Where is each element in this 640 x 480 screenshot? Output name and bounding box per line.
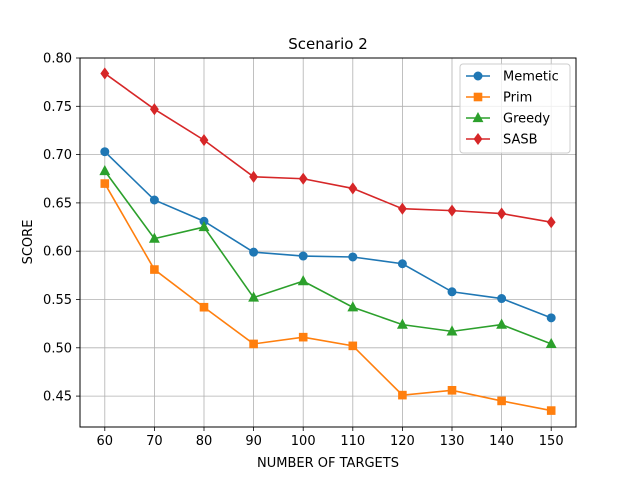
series-group — [99, 67, 557, 415]
y-tick-label: 0.45 — [43, 390, 72, 405]
data-point-memetic — [149, 195, 159, 205]
legend-label-greedy: Greedy — [503, 112, 550, 127]
data-point-prim — [100, 179, 110, 188]
y-tick-label: 0.60 — [43, 245, 72, 260]
y-tick-label: 0.75 — [43, 100, 72, 115]
series-line-greedy — [104, 170, 552, 345]
x-tick-label: 100 — [291, 434, 316, 449]
data-point-memetic — [447, 287, 457, 297]
x-axis-ticks: 60 70 80 90 100 110 120 130 140 150 — [97, 427, 564, 449]
x-axis-label: NUMBER OF TARGETS — [257, 456, 399, 471]
series-greedy — [99, 164, 557, 349]
series-memetic — [100, 147, 556, 323]
legend-item-greedy: Greedy — [466, 112, 550, 127]
data-point-greedy — [545, 337, 557, 349]
legend-item-sasb: SASB — [466, 133, 538, 148]
x-tick-label: 130 — [440, 434, 465, 449]
data-point-greedy — [396, 318, 408, 329]
legend-marker-prim — [473, 92, 483, 102]
data-point-sasb — [298, 172, 308, 185]
data-point-memetic — [546, 313, 556, 323]
legend-label-sasb: SASB — [503, 133, 538, 148]
data-point-greedy — [248, 291, 260, 302]
data-point-prim — [447, 385, 457, 395]
data-point-prim — [398, 390, 407, 400]
legend-marker-greedy — [472, 111, 484, 123]
x-tick-label: 110 — [340, 434, 365, 449]
series-sasb — [100, 67, 556, 229]
y-tick-label: 0.70 — [43, 148, 72, 163]
data-point-greedy — [347, 301, 359, 312]
data-point-greedy — [99, 164, 111, 176]
legend: Memetic Prim Greedy SASB — [459, 63, 571, 154]
legend-marker-memetic — [473, 71, 483, 81]
data-point-prim — [546, 406, 556, 415]
data-point-sasb — [447, 204, 457, 217]
legend-item-prim: Prim — [466, 91, 532, 106]
data-point-sasb — [397, 202, 407, 215]
data-point-prim — [497, 396, 506, 406]
data-point-memetic — [298, 251, 308, 261]
x-tick-label: 120 — [390, 434, 415, 449]
y-axis-ticks: 0.45 0.50 0.55 0.60 0.65 0.70 0.75 0.80 — [43, 52, 80, 405]
data-point-prim — [348, 341, 358, 351]
chart-title: Scenario 2 — [288, 35, 368, 53]
legend-label-prim: Prim — [503, 91, 532, 106]
data-point-memetic — [249, 247, 259, 257]
x-tick-label: 150 — [539, 434, 564, 449]
series-prim — [100, 179, 556, 415]
y-tick-label: 0.50 — [43, 341, 72, 356]
x-tick-label: 60 — [97, 434, 114, 449]
x-tick-label: 90 — [245, 434, 262, 449]
legend-marker-sasb — [473, 132, 483, 146]
legend-box — [459, 63, 571, 154]
legend-label-memetic: Memetic — [503, 70, 559, 85]
x-tick-label: 80 — [196, 434, 213, 449]
data-point-memetic — [100, 147, 110, 157]
data-point-prim — [199, 302, 209, 312]
plot-frame — [79, 57, 577, 428]
data-point-prim — [249, 339, 258, 349]
series-line-memetic — [104, 151, 552, 319]
data-point-memetic — [497, 294, 507, 304]
series-line-sasb — [104, 72, 552, 224]
y-axis-label: SCORE — [21, 220, 36, 265]
x-tick-label: 70 — [146, 434, 163, 449]
data-point-prim — [150, 265, 159, 274]
y-tick-label: 0.80 — [43, 52, 72, 67]
data-point-sasb — [100, 67, 110, 80]
series-line-prim — [104, 183, 552, 412]
data-point-sasb — [199, 134, 209, 147]
data-point-sasb — [546, 216, 556, 229]
y-tick-label: 0.65 — [43, 196, 72, 211]
data-point-greedy — [496, 318, 508, 329]
data-point-sasb — [497, 207, 507, 220]
x-tick-label: 140 — [489, 434, 514, 449]
data-point-memetic — [348, 252, 358, 262]
data-point-sasb — [348, 182, 358, 195]
data-point-sasb — [249, 170, 259, 183]
data-point-greedy — [198, 220, 210, 232]
data-point-greedy — [297, 275, 309, 286]
data-point-memetic — [397, 259, 407, 269]
data-point-greedy — [446, 325, 458, 336]
data-point-prim — [298, 332, 308, 342]
data-point-greedy — [148, 232, 160, 243]
y-tick-label: 0.55 — [43, 293, 72, 308]
legend-item-memetic: Memetic — [466, 70, 559, 85]
data-point-sasb — [149, 103, 159, 116]
